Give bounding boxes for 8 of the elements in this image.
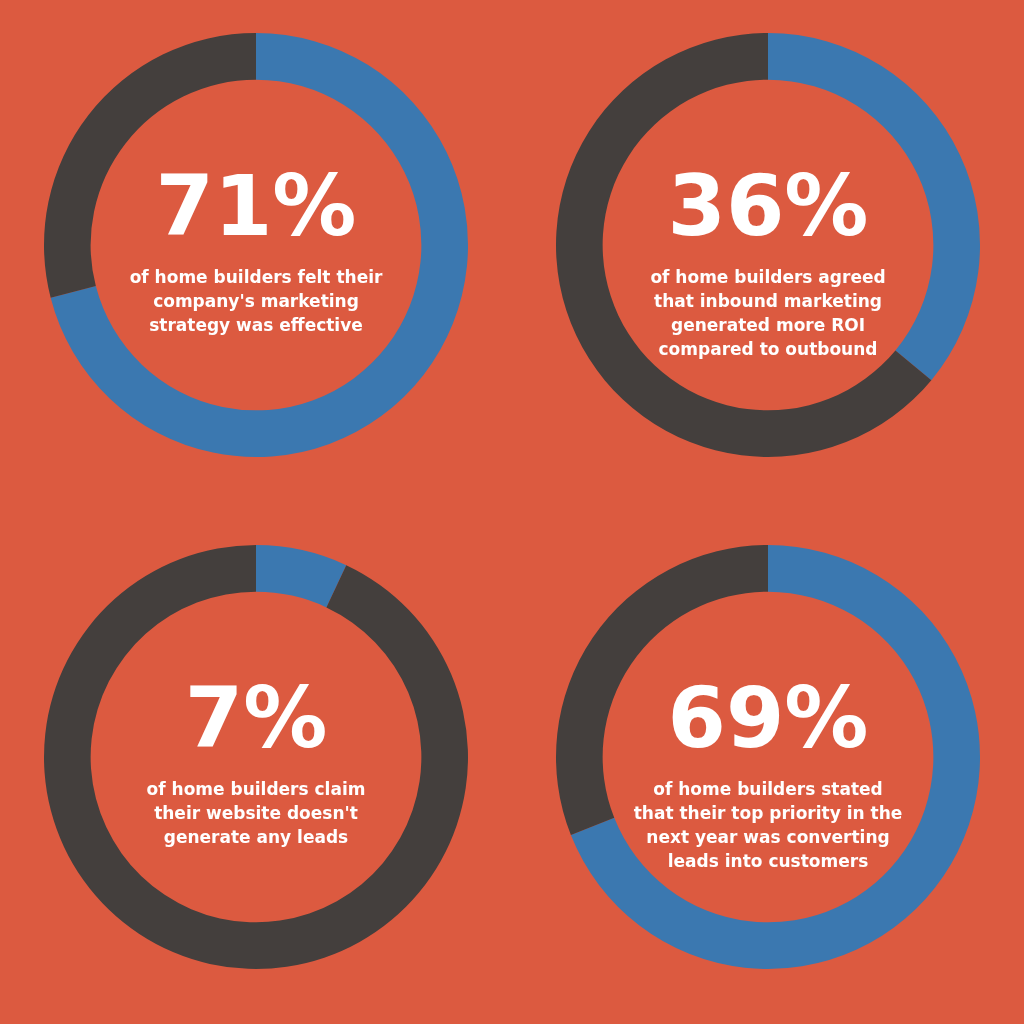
text: of home builders claim their website doesn't generate any leads bbox=[146, 779, 366, 847]
data-label: 71% bbox=[155, 157, 357, 255]
text: of home builders agreed that inbound marketing generated more ROI compared to outbound bbox=[650, 267, 886, 359]
data-label: 69% bbox=[667, 669, 869, 767]
text: of home builders stated that their top priority in the next year was converting leads into customers bbox=[633, 779, 903, 871]
text: of home builders felt their company's marketing strategy was effective bbox=[129, 267, 383, 335]
data-label: 7% bbox=[184, 669, 328, 767]
data-label: 36% bbox=[667, 157, 869, 255]
